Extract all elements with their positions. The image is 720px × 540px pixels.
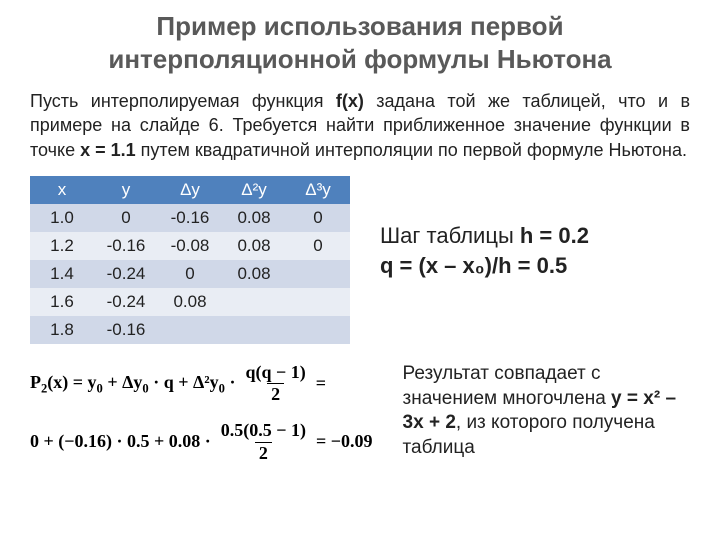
table-cell: 0.08: [222, 260, 286, 288]
table-cell: 1.4: [30, 260, 94, 288]
table-cell: [286, 260, 350, 288]
table-cell: [222, 316, 286, 344]
table-cell: 1.2: [30, 232, 94, 260]
table-cell: 0: [158, 260, 222, 288]
table-header-row: xyΔyΔ²yΔ³y: [30, 176, 350, 204]
step-formulas: Шаг таблицы h = 0.2 q = (x – x₀)/h = 0.5: [380, 221, 589, 280]
table-header-cell: Δ³y: [286, 176, 350, 204]
p2-formula-block: P2(x) = y0 + Δy0 · q + Δ²y0 · q(q − 1) 2…: [30, 362, 373, 478]
table-cell: 0: [286, 232, 350, 260]
table-cell: 0: [94, 204, 158, 232]
table-cell: 0.08: [222, 232, 286, 260]
table-row: 1.6-0.240.08: [30, 288, 350, 316]
step-h-prefix: Шаг таблицы: [380, 223, 520, 248]
table-cell: 0.08: [222, 204, 286, 232]
step-h-value: h = 0.2: [520, 223, 589, 248]
q-formula: q = (x – x₀)/h = 0.5: [380, 253, 567, 278]
table-header-cell: x: [30, 176, 94, 204]
table-header-cell: y: [94, 176, 158, 204]
table-cell: -0.24: [94, 260, 158, 288]
table-cell: -0.16: [158, 204, 222, 232]
table-cell: 1.8: [30, 316, 94, 344]
table-cell: -0.16: [94, 316, 158, 344]
q-formula-line: q = (x – x₀)/h = 0.5: [380, 251, 589, 281]
step-h-line: Шаг таблицы h = 0.2: [380, 221, 589, 251]
table-cell: 1.6: [30, 288, 94, 316]
table-cell: 1.0: [30, 204, 94, 232]
difference-table: xyΔyΔ²yΔ³y 1.00-0.160.0801.2-0.16-0.080.…: [30, 176, 350, 344]
table-cell: [222, 288, 286, 316]
table-cell: -0.16: [94, 232, 158, 260]
result-paragraph: Результат совпадает с значением многочле…: [403, 362, 690, 461]
table-header-cell: Δy: [158, 176, 222, 204]
p2-line1: P2(x) = y0 + Δy0 · q + Δ²y0 · q(q − 1) 2…: [30, 362, 373, 406]
table-cell: 0.08: [158, 288, 222, 316]
p2-line2: 0 + (−0.16) · 0.5 + 0.08 · 0.5(0.5 − 1) …: [30, 420, 373, 464]
table-header-cell: Δ²y: [222, 176, 286, 204]
page-title: Пример использования первой интерполяцио…: [30, 10, 690, 75]
fraction-1: q(q − 1) 2: [241, 362, 309, 406]
table-cell: [286, 316, 350, 344]
table-row: 1.4-0.2400.08: [30, 260, 350, 288]
table-cell: [286, 288, 350, 316]
fraction-2: 0.5(0.5 − 1) 2: [217, 420, 310, 464]
table-row: 1.00-0.160.080: [30, 204, 350, 232]
table-row: 1.8-0.16: [30, 316, 350, 344]
table-cell: [158, 316, 222, 344]
table-row: 1.2-0.16-0.080.080: [30, 232, 350, 260]
table-cell: 0: [286, 204, 350, 232]
intro-paragraph: Пусть интерполируемая функция f(x) задан…: [30, 89, 690, 162]
table-cell: -0.08: [158, 232, 222, 260]
table-cell: -0.24: [94, 288, 158, 316]
